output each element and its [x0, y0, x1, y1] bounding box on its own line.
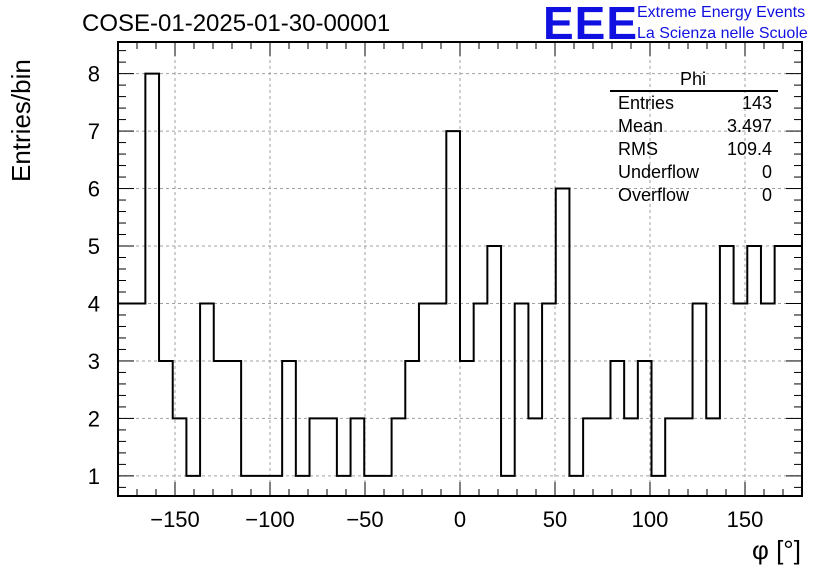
stats-label: Entries: [618, 93, 675, 113]
stats-row-rms: RMS 109.4: [610, 138, 778, 161]
eee-logo-line2: La Scienza nelle Scuole: [637, 25, 808, 42]
histogram-line: [118, 72, 802, 477]
stats-value: 3.497: [726, 116, 772, 136]
x-tick-label: 0: [454, 507, 466, 532]
x-tick-label: −50: [346, 507, 383, 532]
x-tick-label: −100: [245, 507, 295, 532]
stats-title: Phi: [610, 68, 778, 92]
x-tick-label: −150: [150, 507, 200, 532]
stats-label: RMS: [618, 139, 658, 159]
y-tick-label: 5: [88, 234, 100, 259]
stats-value: 109.4: [726, 139, 772, 159]
x-tick-label: 50: [543, 507, 567, 532]
stats-row-underflow: Underflow 0: [610, 161, 778, 184]
x-axis-label: φ [°]: [752, 535, 801, 565]
y-tick-label: 7: [88, 119, 100, 144]
y-tick-label: 4: [88, 291, 100, 316]
stats-value: 0: [761, 162, 772, 182]
y-tick-label: 1: [88, 464, 100, 489]
y-tick-label: 8: [88, 62, 100, 87]
stats-row-mean: Mean 3.497: [610, 115, 778, 138]
y-tick-label: 6: [88, 177, 100, 202]
stats-label: Overflow: [618, 185, 690, 205]
stats-box: Phi Entries 143 Mean 3.497 RMS 109.4 Und…: [610, 68, 778, 207]
stats-label: Mean: [618, 116, 664, 136]
stats-value: 143: [741, 93, 772, 113]
stats-value: 0: [761, 185, 772, 205]
y-tick-label: 2: [88, 406, 100, 431]
y-axis-label: Entries/bin: [6, 59, 36, 182]
chart-title: COSE-01-2025-01-30-00001: [82, 10, 391, 37]
y-tick-label: 3: [88, 349, 100, 374]
eee-logo: EEE: [543, 0, 639, 49]
x-tick-label: 150: [727, 507, 764, 532]
eee-logo-line1: Extreme Energy Events: [637, 4, 806, 21]
stats-row-entries: Entries 143: [610, 92, 778, 115]
stats-label: Underflow: [618, 162, 700, 182]
x-tick-label: 100: [632, 507, 669, 532]
stats-row-overflow: Overflow 0: [610, 184, 778, 207]
